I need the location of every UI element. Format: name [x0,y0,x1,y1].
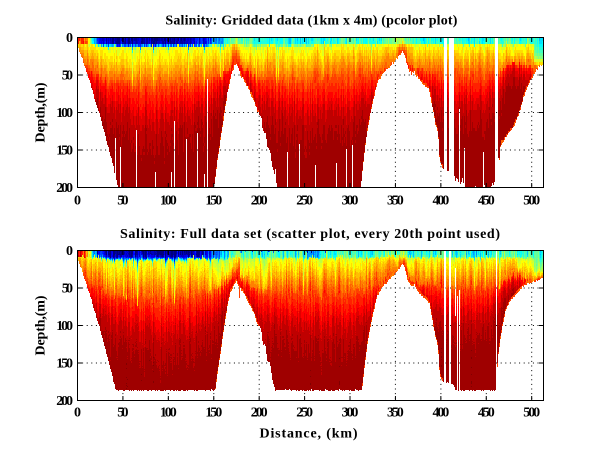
svg-text:400: 400 [433,406,450,421]
svg-text:100: 100 [160,194,177,209]
svg-text:Salinity: Full data set (scatt: Salinity: Full data set (scatter plot, e… [120,227,500,242]
svg-text:0: 0 [66,244,73,259]
svg-text:200: 200 [56,181,73,196]
svg-text:300: 300 [342,406,359,421]
svg-text:50: 50 [117,194,128,209]
svg-text:500: 500 [523,194,540,209]
svg-text:150: 150 [205,406,222,421]
svg-text:0: 0 [74,406,81,421]
svg-text:350: 350 [387,406,404,421]
svg-text:50: 50 [62,282,73,297]
svg-text:Distance, (km): Distance, (km) [260,427,358,442]
svg-text:300: 300 [342,194,359,209]
svg-text:50: 50 [117,406,128,421]
svg-text:450: 450 [478,194,495,209]
svg-text:450: 450 [478,406,495,421]
svg-text:500: 500 [523,406,540,421]
svg-text:100: 100 [160,406,177,421]
svg-text:Depth,(m): Depth,(m) [34,82,49,142]
svg-text:0: 0 [74,194,81,209]
svg-text:100: 100 [56,106,73,121]
svg-text:250: 250 [296,194,313,209]
svg-text:Salinity: Gridded data (1km x: Salinity: Gridded data (1km x 4m) (pcolo… [165,14,457,29]
svg-text:50: 50 [62,69,73,84]
svg-text:0: 0 [66,31,73,46]
svg-text:150: 150 [205,194,222,209]
svg-text:150: 150 [56,357,73,372]
svg-text:200: 200 [251,194,268,209]
svg-text:200: 200 [56,394,73,409]
svg-text:250: 250 [296,406,313,421]
svg-text:150: 150 [56,144,73,159]
svg-text:400: 400 [433,194,450,209]
svg-text:350: 350 [387,194,404,209]
svg-text:100: 100 [56,319,73,334]
svg-text:200: 200 [251,406,268,421]
svg-text:Depth,(m): Depth,(m) [34,295,49,355]
